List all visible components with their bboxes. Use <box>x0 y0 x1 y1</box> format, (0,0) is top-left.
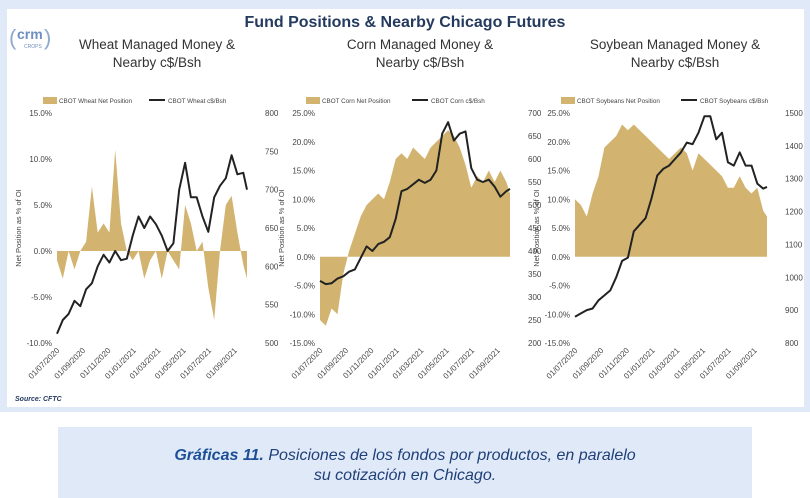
right-tick-label: 300 <box>528 293 542 302</box>
laurel-left-icon: ( <box>9 25 17 50</box>
left-tick-label: 0.0% <box>297 253 315 262</box>
legend-swatch-area <box>561 97 575 104</box>
net-position-area <box>320 130 510 326</box>
chart-title-line-2: Nearby c$/Bsh <box>376 55 465 70</box>
right-tick-label: 1100 <box>785 240 803 249</box>
legend-swatch-area <box>43 97 57 104</box>
left-tick-label: -10.0% <box>290 310 315 319</box>
right-tick-label: 650 <box>265 224 279 233</box>
left-tick-label: 5.0% <box>34 201 52 210</box>
right-tick-label: 750 <box>265 147 279 156</box>
caption-box: Gráficas 11. Posiciones de los fondos po… <box>58 427 752 498</box>
chart-title-line-2: Nearby c$/Bsh <box>113 55 202 70</box>
source-note: Source: CFTC <box>15 396 63 403</box>
net-position-area <box>57 149 247 320</box>
chart-2: Soybean Managed Money & Nearby c$/Bsh CBOT… <box>532 37 803 381</box>
left-tick-label: 0.0% <box>552 253 570 262</box>
right-tick-label: 1500 <box>785 109 803 118</box>
price-line <box>56 154 248 335</box>
y-axis-label: Net Position as % of OI <box>277 189 286 267</box>
right-tick-label: 1400 <box>785 142 803 151</box>
right-tick-label: 800 <box>265 109 279 118</box>
chart-panel: ( crm CROPS ) Fund Positions & Nearby Ch… <box>7 9 804 407</box>
legend-label-price: CBOT Corn c$/Bsh <box>431 98 485 105</box>
legend-label-net-position: CBOT Soybeans Net Position <box>577 98 660 105</box>
right-tick-label: 600 <box>265 262 279 271</box>
left-tick-label: 25.0% <box>547 109 570 118</box>
figure: ( crm CROPS ) Fund Positions & Nearby Ch… <box>0 0 810 412</box>
left-tick-label: 0.0% <box>34 247 52 256</box>
right-tick-label: 250 <box>528 316 542 325</box>
right-tick-label: 500 <box>265 339 279 348</box>
laurel-right-icon: ) <box>44 25 51 50</box>
left-tick-label: -10.0% <box>545 310 570 319</box>
logo-text: crm <box>17 26 43 42</box>
legend-swatch-area <box>306 97 320 104</box>
right-tick-label: 550 <box>528 178 542 187</box>
chart-0: Wheat Managed Money & Nearby c$/Bsh CBOT W… <box>14 37 279 381</box>
chart-title-line-1: Corn Managed Money & <box>347 37 493 52</box>
left-tick-label: 15.0% <box>29 109 52 118</box>
left-tick-label: 15.0% <box>292 167 315 176</box>
right-tick-label: 400 <box>528 247 542 256</box>
left-tick-label: 10.0% <box>547 195 570 204</box>
left-tick-label: 25.0% <box>292 109 315 118</box>
right-tick-label: 1000 <box>785 273 803 282</box>
caption-label: Gráficas 11. <box>174 447 264 464</box>
left-tick-label: 10.0% <box>292 195 315 204</box>
price-line <box>319 121 511 286</box>
y-axis-label: Net Position as % of OI <box>14 189 23 267</box>
left-tick-label: -5.0% <box>294 282 315 291</box>
right-tick-label: 550 <box>265 301 279 310</box>
left-tick-label: 15.0% <box>547 167 570 176</box>
chart-title-line-1: Wheat Managed Money & <box>79 37 235 52</box>
right-tick-label: 1200 <box>785 208 803 217</box>
right-tick-label: 200 <box>528 339 542 348</box>
left-tick-label: -10.0% <box>27 339 52 348</box>
right-tick-label: 500 <box>528 201 542 210</box>
legend-label-price: CBOT Wheat c$/Bsh <box>168 98 227 105</box>
left-tick-label: -15.0% <box>545 339 570 348</box>
left-tick-label: 20.0% <box>292 138 315 147</box>
net-position-area <box>575 124 767 257</box>
logo-subtext: CROPS <box>24 44 42 50</box>
left-tick-label: 5.0% <box>552 224 570 233</box>
left-tick-label: 10.0% <box>29 155 52 164</box>
left-tick-label: -5.0% <box>31 293 52 302</box>
chart-1: Corn Managed Money & Nearby c$/Bsh CBOT Co… <box>277 37 542 381</box>
right-tick-label: 700 <box>265 186 279 195</box>
right-tick-label: 450 <box>528 224 542 233</box>
right-tick-label: 1300 <box>785 175 803 184</box>
caption-line-2: su cotización en Chicago. <box>313 467 497 484</box>
chart-title-line-2: Nearby c$/Bsh <box>631 55 720 70</box>
left-tick-label: 20.0% <box>547 138 570 147</box>
left-tick-label: -5.0% <box>549 282 570 291</box>
caption-text-1: Posiciones de los fondos por productos, … <box>268 447 636 464</box>
right-tick-label: 900 <box>785 306 799 315</box>
chart-title-line-1: Soybean Managed Money & <box>590 37 760 52</box>
right-tick-label: 650 <box>528 132 542 141</box>
right-tick-label: 600 <box>528 155 542 164</box>
left-tick-label: 5.0% <box>297 224 315 233</box>
right-tick-label: 800 <box>785 339 799 348</box>
legend-label-net-position: CBOT Corn Net Position <box>322 98 391 105</box>
y-axis-label: Net Position as % of OI <box>532 189 541 267</box>
right-tick-label: 700 <box>528 109 542 118</box>
legend-label-net-position: CBOT Wheat Net Position <box>59 98 133 105</box>
left-tick-label: -15.0% <box>290 339 315 348</box>
price-line <box>574 115 768 318</box>
crm-logo: ( crm CROPS ) <box>9 25 51 50</box>
figure-title: Fund Positions & Nearby Chicago Futures <box>245 14 566 31</box>
right-tick-label: 350 <box>528 270 542 279</box>
caption-line-1: Gráficas 11. Posiciones de los fondos po… <box>58 447 752 465</box>
charts-svg: ( crm CROPS ) Fund Positions & Nearby Ch… <box>9 14 803 403</box>
legend-label-price: CBOT Soybeans c$/Bsh <box>700 98 769 105</box>
